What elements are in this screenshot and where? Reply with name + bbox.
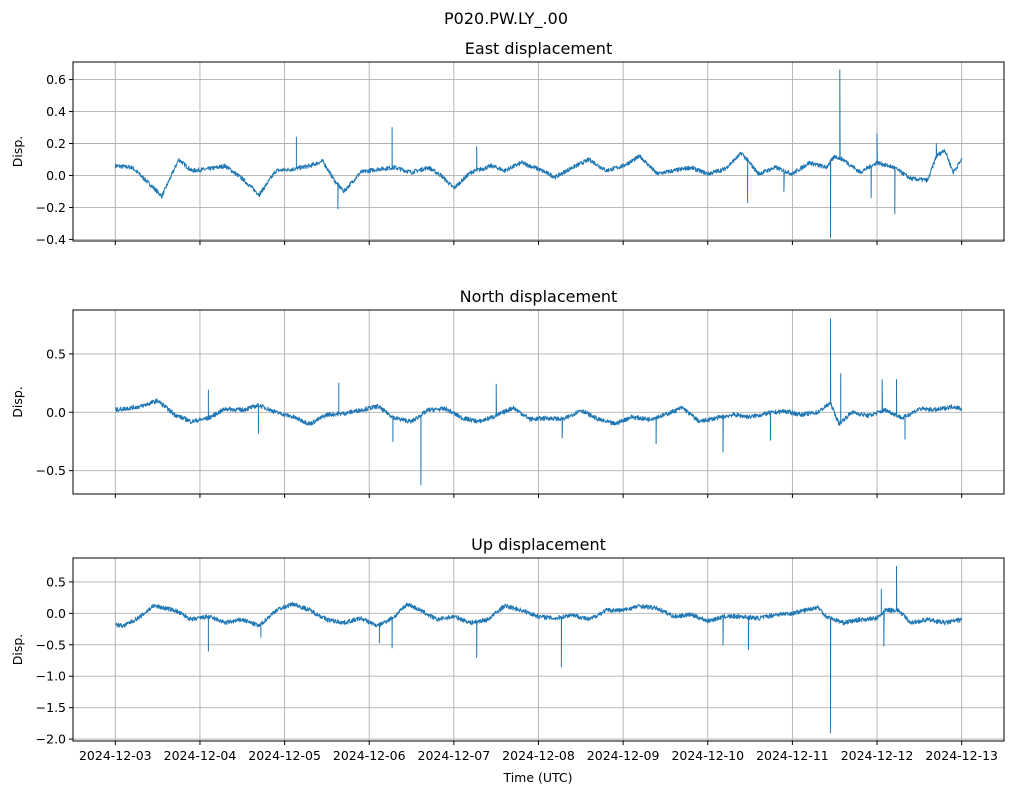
x-tick-label: 2024-12-13 (925, 748, 998, 763)
y-tick-label: 0.4 (46, 104, 66, 119)
y-tick-label: −0.2 (36, 200, 66, 215)
y-tick-label: 0.0 (46, 405, 66, 420)
y-tick-label: 0.6 (46, 72, 66, 87)
panel-1: −0.5 0.0 0.5 North displacement Disp. (10, 287, 1005, 498)
panel-title: North displacement (460, 287, 618, 306)
y-tick-label: −1.0 (36, 669, 66, 684)
y-tick-label: 0.5 (46, 346, 66, 361)
panel-title: Up displacement (471, 535, 606, 554)
axes-frame (72, 61, 1005, 242)
series-line (114, 69, 963, 239)
x-tick-label: 2024-12-06 (333, 748, 406, 763)
series-line (114, 565, 963, 734)
x-tick-label: 2024-12-12 (841, 748, 914, 763)
y-tick-label: 0.0 (46, 168, 66, 183)
y-axis-label: Disp. (10, 386, 25, 418)
y-tick-label: −0.4 (36, 232, 66, 247)
panel-title: East displacement (465, 39, 612, 58)
panel-0: −0.4 −0.2 0.0 0.2 0.4 0.6 East displacement Dis… (10, 39, 1005, 247)
x-tick-label: 2024-12-07 (418, 748, 491, 763)
axes-frame (72, 309, 1005, 495)
x-tick-label: 2024-12-09 (587, 748, 660, 763)
x-axis-label: Time (UTC) (502, 770, 572, 785)
x-tick-label: 2024-12-10 (671, 748, 744, 763)
y-tick-label: 0.0 (46, 606, 66, 621)
y-tick-label: 0.5 (46, 574, 66, 589)
x-tick-label: 2024-12-05 (248, 748, 321, 763)
y-tick-label: 0.2 (46, 136, 66, 151)
suptitle: P020.PW.LY_.00 (444, 9, 568, 29)
y-tick-label: −0.5 (36, 463, 66, 478)
series-line (115, 318, 962, 486)
y-axis-label: Disp. (10, 136, 25, 168)
x-tick-label: 2024-12-03 (79, 748, 152, 763)
x-tick-label: 2024-12-04 (164, 748, 237, 763)
y-tick-label: −0.5 (36, 637, 66, 652)
y-axis-label: Disp. (10, 634, 25, 666)
panel-2: 2024-12-03 2024-12-04 2024-12-05 2024-12-06… (10, 535, 1005, 763)
y-tick-label: −1.5 (36, 700, 66, 715)
axes-frame (72, 557, 1005, 742)
x-tick-label: 2024-12-08 (502, 748, 575, 763)
x-tick-label: 2024-12-11 (756, 748, 829, 763)
y-tick-label: −2.0 (36, 732, 66, 747)
